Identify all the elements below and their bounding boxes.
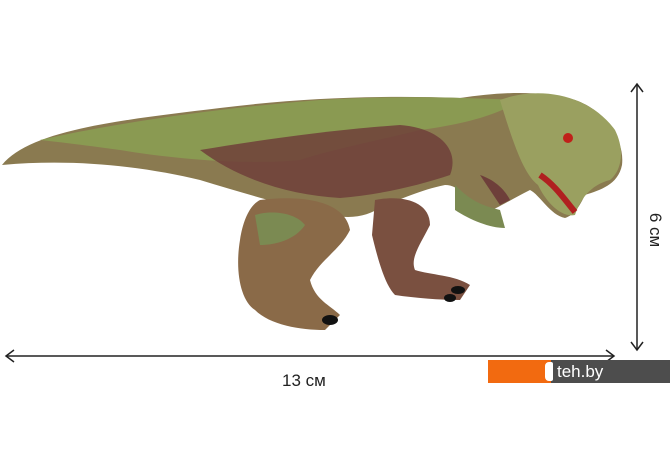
watermark-logo: teh.by [488, 360, 670, 383]
length-label: 13 см [282, 371, 326, 390]
height-arrow [630, 82, 644, 352]
dinosaur-figure [2, 93, 623, 330]
logo-orange-block [488, 360, 551, 383]
logo-text: teh.by [545, 360, 670, 383]
height-label: 6 см [646, 212, 666, 248]
